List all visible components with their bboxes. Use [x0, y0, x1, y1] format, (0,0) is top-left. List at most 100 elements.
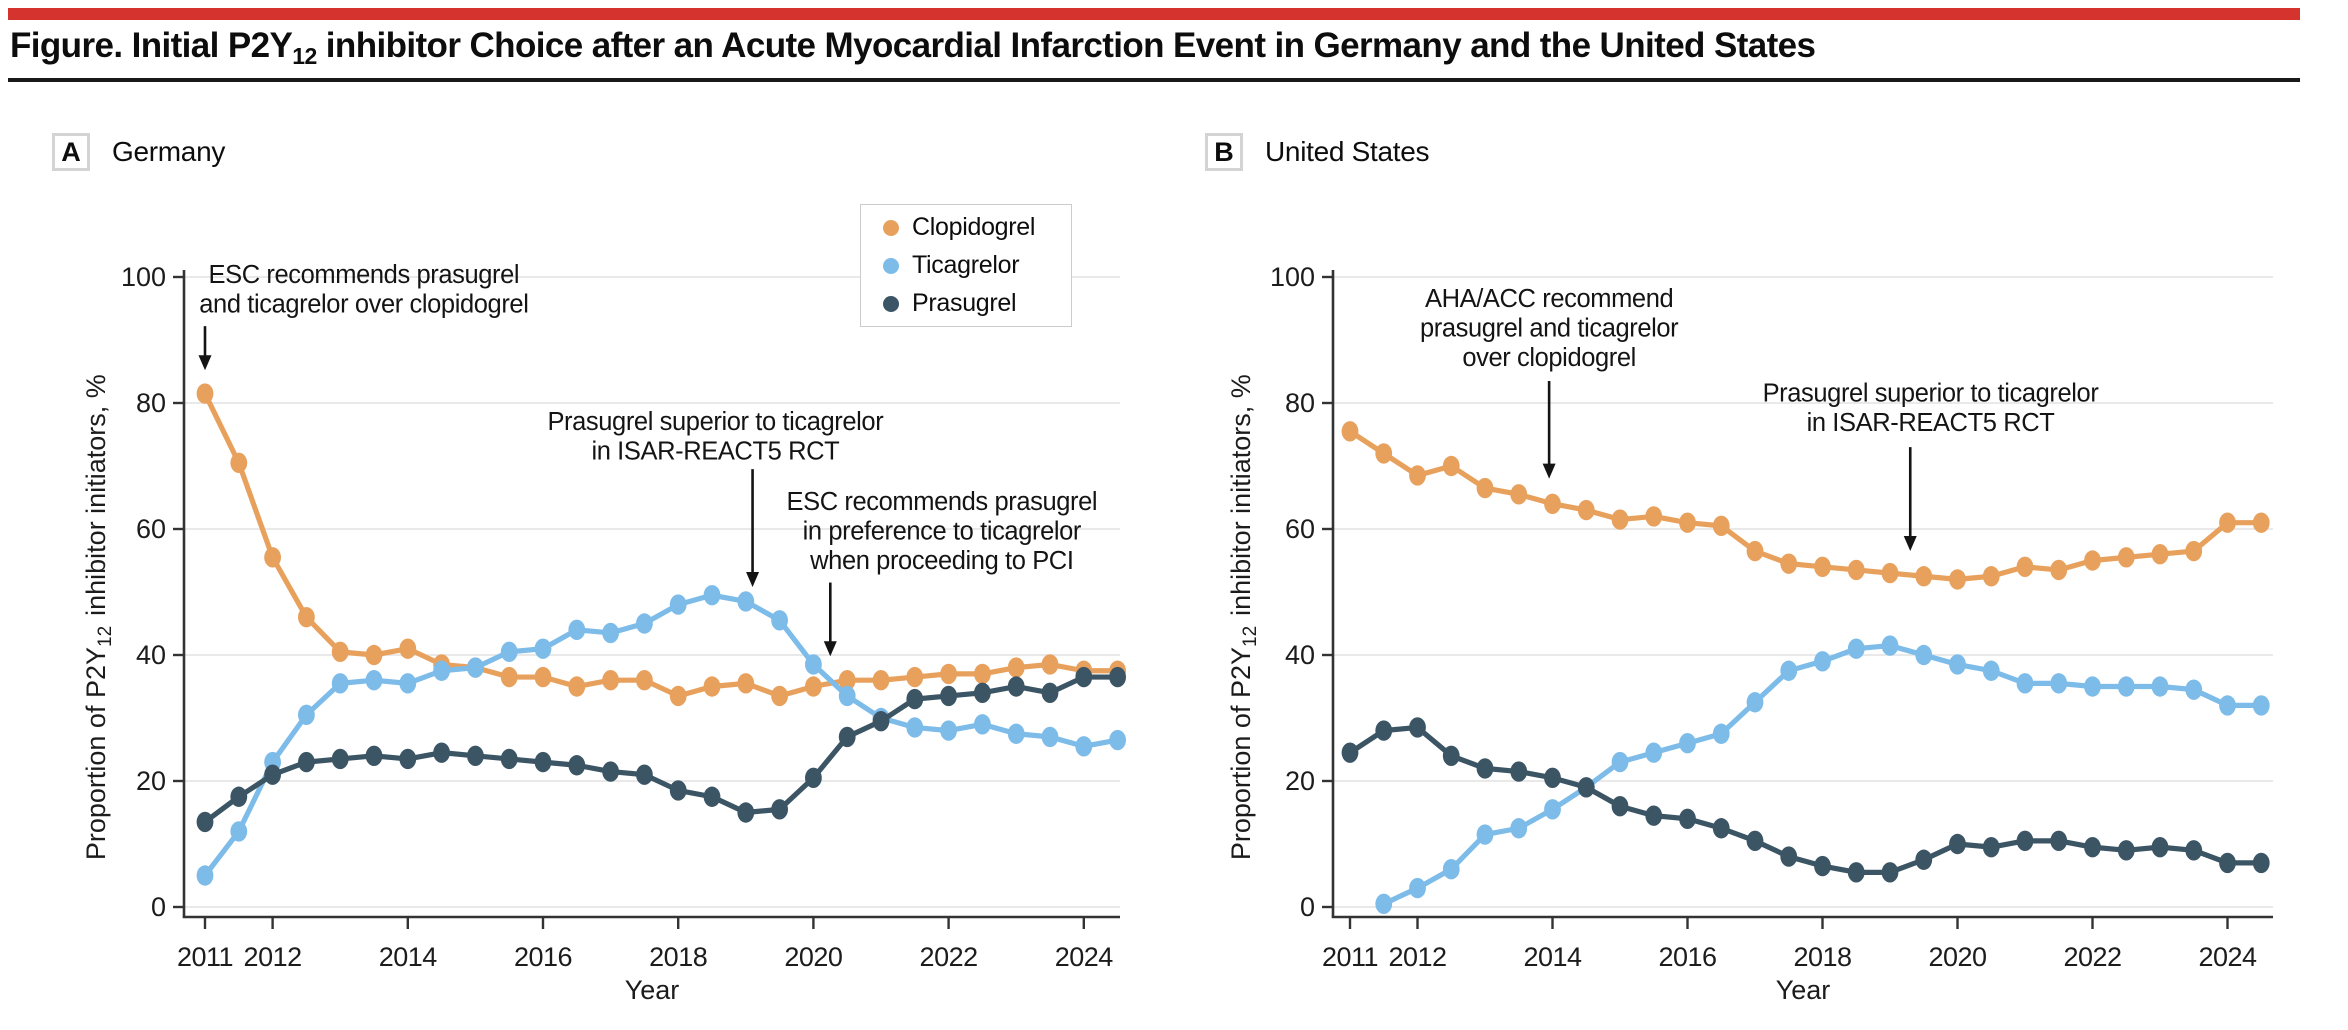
data-point-ticagrelor-2024.5 [1109, 729, 1126, 751]
x-axis-title: Year [625, 975, 680, 1005]
x-tick-label-2018: 2018 [649, 942, 707, 972]
data-point-prasugrel-2020.5 [1982, 836, 2000, 858]
data-point-prasugrel-2014 [399, 748, 417, 770]
y-axis-title: Proportion of P2Y12inhibitor initiators,… [81, 374, 116, 860]
data-point-clopidogrel-2013.5 [365, 644, 383, 666]
data-point-clopidogrel-2021.5 [906, 666, 924, 688]
y-tick-label-60: 60 [136, 514, 166, 544]
data-point-clopidogrel-2021.5 [2050, 559, 2068, 581]
data-point-clopidogrel-2021 [872, 670, 890, 691]
data-point-ticagrelor-2023.5 [2185, 679, 2203, 700]
data-point-ticagrelor-2012.5 [1442, 859, 1460, 880]
y-axis-title: Proportion of P2Y12inhibitor initiators,… [1226, 374, 1261, 860]
data-point-prasugrel-2018.5 [1847, 862, 1865, 883]
annotation-text: when proceeding to PCI [809, 547, 1073, 575]
figure-title-subscript: 12 [292, 43, 317, 69]
data-point-ticagrelor-2018.5 [703, 584, 721, 606]
data-point-clopidogrel-2018.5 [1847, 559, 1865, 581]
y-tick-label-20: 20 [136, 766, 166, 796]
data-point-ticagrelor-2023.5 [1041, 726, 1059, 748]
data-point-ticagrelor-2020.5 [1982, 660, 2000, 681]
data-point-ticagrelor-2015 [1611, 751, 1629, 773]
series-line-prasugrel [1348, 724, 2262, 875]
y-tick-label-20: 20 [1285, 766, 1315, 796]
data-point-prasugrel-2014 [1544, 767, 1561, 789]
data-point-ticagrelor-2021.5 [2050, 673, 2068, 694]
data-point-clopidogrel-2015.5 [1645, 506, 1663, 527]
data-point-clopidogrel-2020.5 [1982, 566, 2000, 587]
data-point-clopidogrel-2012.5 [1442, 455, 1460, 477]
annotation-text: in ISAR-REACT5 RCT [591, 437, 839, 465]
data-point-prasugrel-2022 [940, 685, 957, 707]
data-point-clopidogrel-2019.5 [1915, 566, 1933, 587]
data-point-clopidogrel-2017 [602, 670, 619, 691]
data-point-ticagrelor-2022 [940, 720, 957, 741]
y-tick-label-0: 0 [1300, 892, 1315, 922]
data-point-prasugrel-2013 [331, 748, 349, 770]
data-point-ticagrelor-2017.5 [636, 613, 653, 634]
annotation-arrowhead-icon [746, 571, 760, 587]
annotation-text: and ticagrelor over clopidogrel [199, 291, 528, 319]
panel-b-title: United States [1265, 136, 1430, 167]
x-tick-label-2011: 2011 [177, 942, 233, 972]
data-point-prasugrel-2020.5 [838, 726, 856, 748]
data-point-prasugrel-2011.5 [1375, 720, 1393, 741]
data-point-clopidogrel-2014 [1544, 493, 1561, 514]
ticagrelor-dot-icon [883, 257, 899, 274]
y-tick-label-80: 80 [136, 388, 166, 418]
data-point-prasugrel-2021 [872, 710, 890, 732]
data-point-prasugrel-2011 [196, 811, 214, 833]
data-point-prasugrel-2019 [1881, 862, 1899, 883]
data-point-clopidogrel-2011.5 [230, 452, 248, 474]
data-point-prasugrel-2016.5 [568, 755, 586, 776]
data-point-prasugrel-2021 [2016, 830, 2034, 852]
x-axis-title: Year [1776, 975, 1831, 1005]
data-point-prasugrel-2019.5 [771, 799, 788, 820]
data-point-clopidogrel-2017 [1746, 540, 1764, 562]
data-point-prasugrel-2012.5 [298, 751, 315, 773]
x-tick-label-2020: 2020 [784, 942, 842, 972]
y-tick-label-60: 60 [1285, 514, 1315, 544]
data-point-prasugrel-2012 [264, 764, 281, 785]
data-point-prasugrel-2014.5 [433, 742, 450, 763]
annotation-text: over clopidogrel [1462, 344, 1636, 372]
data-point-ticagrelor-2021 [2016, 673, 2034, 694]
data-point-clopidogrel-2022 [2084, 550, 2101, 571]
data-point-ticagrelor-2019.5 [1915, 644, 1933, 666]
x-tick-label-2014: 2014 [379, 942, 438, 972]
annotation-text: in ISAR-REACT5 RCT [1807, 409, 2055, 437]
data-point-clopidogrel-2022.5 [2117, 547, 2135, 568]
data-point-prasugrel-2023.5 [2185, 840, 2203, 861]
data-point-ticagrelor-2016 [534, 638, 552, 659]
panel-united-states: B United States 0 20 40 60 80 100 2011 2012 2014… [1195, 120, 2348, 1030]
data-point-clopidogrel-2020 [805, 676, 822, 697]
figure-title-post: inhibitor Choice after an Acute Myocardi… [316, 26, 1816, 65]
data-point-clopidogrel-2023 [2151, 544, 2169, 565]
data-point-clopidogrel-2012.5 [298, 607, 315, 628]
series-line-ticagrelor [202, 592, 1119, 878]
data-point-ticagrelor-2022.5 [974, 714, 991, 735]
data-point-prasugrel-2023 [1007, 676, 1025, 697]
data-point-ticagrelor-2019 [1881, 635, 1899, 656]
data-point-prasugrel-2015.5 [500, 748, 518, 770]
data-point-clopidogrel-2016.5 [568, 676, 586, 697]
data-point-clopidogrel-2019.5 [771, 685, 788, 707]
series-line-clopidogrel [202, 392, 1118, 699]
data-point-ticagrelor-2011.5 [1375, 893, 1393, 915]
data-point-prasugrel-2017 [602, 761, 619, 782]
legend-label-clopidogrel: Clopidogrel [912, 213, 1036, 241]
figure-title: Figure. Initial P2Y12 inhibitor Choice a… [10, 26, 2300, 69]
data-point-prasugrel-2023.5 [1041, 682, 1059, 703]
data-point-ticagrelor-2023 [1007, 723, 1025, 744]
x-tick-label-2022: 2022 [920, 942, 978, 972]
data-point-clopidogrel-2011 [1341, 421, 1359, 442]
y-tick-label-40: 40 [136, 640, 166, 670]
annotation-arrowhead-icon [198, 355, 212, 371]
jama-red-accent-bar [8, 8, 2300, 20]
panel-b-letter-badge: B [1205, 133, 1243, 171]
title-divider-rule [8, 78, 2300, 82]
data-point-clopidogrel-2012 [264, 547, 281, 568]
data-point-clopidogrel-2011.5 [1375, 443, 1393, 464]
legend-label-prasugrel: Prasugrel [912, 289, 1017, 317]
